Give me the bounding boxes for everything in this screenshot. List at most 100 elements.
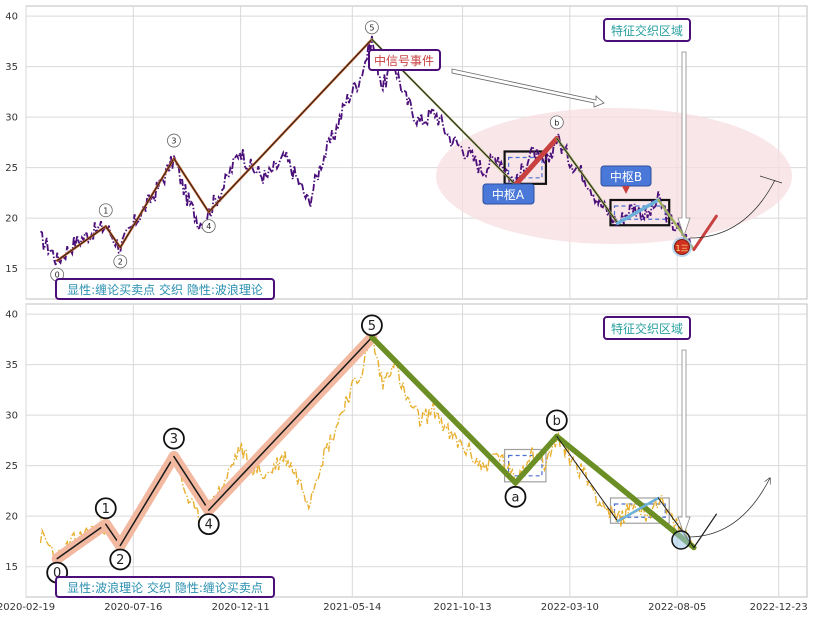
y-tick-label: 40 [5,310,18,321]
y-tick-label: 40 [5,12,18,23]
bottom-y-ticks: 15 20 25 30 35 40 [5,310,18,574]
wave-label-circle-a [504,485,527,508]
y-tick-label: 25 [5,461,18,472]
zhongshu-a-label-group: 中枢A [482,183,535,205]
buy-point-label: 1三 [675,244,688,253]
bi-stroke [208,38,373,213]
zhongshu-b-label: 中枢B [610,169,642,184]
zone-arrow-top [677,51,691,238]
y-tick-label: 35 [5,62,18,73]
wave-label-circle-2 [109,548,132,571]
wave-a-stroke [369,334,519,486]
event-arrow [451,68,605,108]
bottom-end-circle [671,530,691,550]
wave-label-b: b [554,118,559,127]
x-tick-label: 2022-03-10 [541,602,599,613]
wave-label-5: 5 [369,23,374,32]
zone-label-top: 特征交织区域 [611,23,683,38]
y-tick-label: 35 [5,360,18,371]
wave-b-stroke [512,433,560,486]
zone-annotation-bottom: 特征交织区域 [603,316,691,536]
zhongshu-a-label: 中枢A [492,187,525,202]
y-tick-label: 20 [5,512,18,523]
y-tick-label: 20 [5,214,18,225]
zone-label-box-top [603,18,691,42]
wave-label-5: 5 [368,319,376,334]
bi-stroke [556,435,619,522]
buy-point-marker: 1三 [672,237,692,257]
bottom-end-marker [671,530,691,550]
wave-label-circle-4 [201,219,216,234]
zhongshu-inner-b [613,205,666,220]
wave-label-0: 0 [53,566,61,581]
top-legend-text: 显性:缠论买卖点 交织 隐性:波浪理论 [67,282,263,297]
event-label-box [368,49,441,71]
wave-label-3: 3 [170,432,178,447]
zhongshu-inner-a [508,156,543,179]
bi-stroke [173,158,210,213]
y-tick-label: 15 [5,562,18,573]
bi-stroke [119,158,175,248]
top-bi-lines [55,38,718,262]
bounce-stroke [693,513,717,549]
wave-label-1: 1 [103,206,108,215]
wave-c-stroke [554,433,697,551]
bottom-legend: 显性:波浪理论 交织 隐性:缠论买卖点 [55,576,275,598]
y-tick-label: 15 [5,264,18,275]
wave-label-circle-b [545,409,568,432]
wave-stroke [56,523,107,560]
top-legend: 显性:缠论买卖点 交织 隐性:波浪理论 [55,278,275,300]
zhongshu-b-stroke [615,198,661,225]
bi-stroke [105,225,121,248]
wave-label-2: 2 [116,553,124,568]
bottom-legend-text: 显性:波浪理论 交织 隐性:缠论买卖点 [67,580,263,595]
wave-stroke [173,455,210,511]
wave-label-a: a [512,490,520,505]
bottom-panel-frame [25,303,808,598]
top-wave-labels: 0 1 2 3 4 5 b [50,20,564,282]
x-tick-label: 2020-12-11 [212,602,270,613]
x-tick-label: 2022-12-23 [750,602,808,613]
x-tick-label: 2021-05-14 [323,602,381,613]
wave-label-circle-2 [113,254,128,269]
wave-label-circle-3 [167,133,181,148]
y-tick-label: 25 [5,163,18,174]
x-tick-label: 2021-10-13 [433,602,491,613]
zone-arrow-bottom [677,349,691,536]
zone-annotation-top: 特征交织区域 [603,18,691,238]
wave-stroke [207,336,373,511]
zhongshu-b-label-group: 中枢B [600,165,652,194]
projection-curve-top [689,179,776,239]
bottom-bi-lines [51,331,717,565]
wave-label-0: 0 [55,271,60,280]
top-grid [25,6,807,299]
event-label: 中信号事件 [374,53,434,68]
wave-label-circle-1 [98,203,113,218]
wave-label-circle-1 [94,497,117,520]
zhongshu-b-stroke [616,496,660,523]
buy-point-dot [674,239,690,255]
wave-label-circle-5 [361,314,383,337]
top-legend-box [55,278,275,300]
x-tick-label: 2020-07-16 [104,602,162,613]
x-tick-label: 2020-02-19 [0,602,55,613]
bottom-wave-labels: 0 1 2 3 4 5 a b [46,314,568,584]
zone-label-box-bottom [603,316,691,340]
wave-stroke [119,455,175,547]
wave-label-1: 1 [102,502,110,517]
wave-label-2: 2 [118,257,123,266]
top-y-ticks: 15 20 25 30 35 40 [5,12,18,276]
zhongshu-a-badge [482,183,535,205]
projection-curve-bottom [687,478,770,538]
zone-label-bottom: 特征交织区域 [611,321,683,336]
bottom-panel: 0 1 2 3 4 5 a b 15 20 25 30 35 40 [5,303,808,598]
bi-stroke [56,225,107,262]
zhongshu-inner-b [613,503,666,518]
y-tick-label: 30 [5,411,18,422]
wave-label-circle-4 [197,513,220,536]
zhongshu-b-pointer [622,186,630,194]
y-tick-label: 30 [5,113,18,124]
rebound-stroke [512,135,560,188]
wave-label-3: 3 [171,137,176,146]
